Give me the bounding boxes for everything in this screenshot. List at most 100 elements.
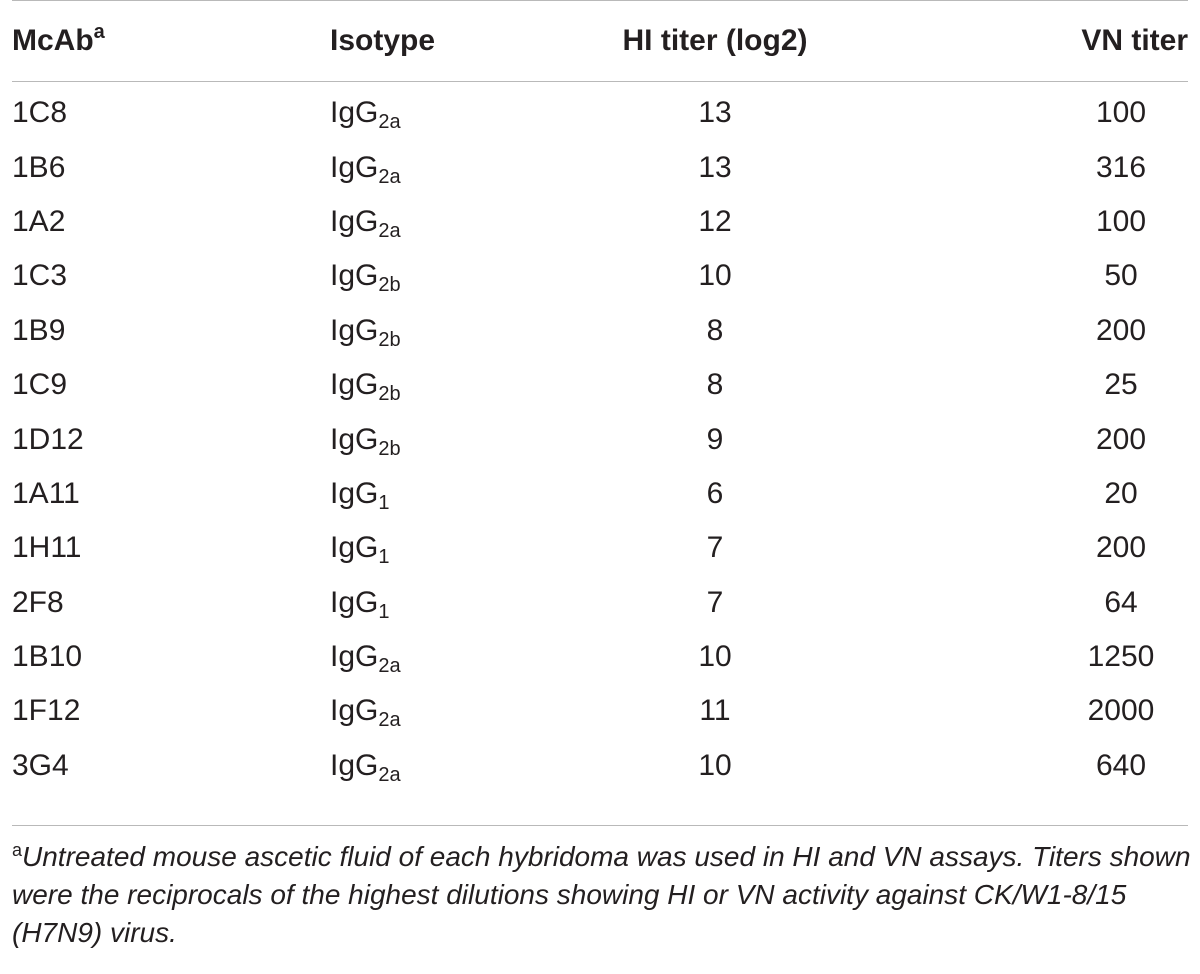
cell-mcab: 1B6 bbox=[12, 150, 66, 184]
table-footnote: aUntreated mouse ascetic fluid of each h… bbox=[12, 838, 1192, 952]
isotype-base: IgG bbox=[330, 313, 379, 347]
cell-mcab: 1B10 bbox=[12, 640, 83, 674]
header-mcab: McAba bbox=[12, 0, 330, 82]
cell-hi-titer: 13 bbox=[698, 96, 732, 130]
cell-isotype: IgG2a bbox=[330, 82, 556, 141]
cell-mcab: 3G4 bbox=[12, 748, 69, 782]
cell-mcab: 1A2 bbox=[12, 204, 66, 238]
cell-vn-titer: 2000 bbox=[1087, 694, 1155, 728]
cell-hi-titer: 9 bbox=[706, 422, 724, 456]
footnote-marker: a bbox=[12, 840, 23, 860]
isotype-base: IgG bbox=[330, 476, 379, 510]
isotype-base: IgG bbox=[330, 422, 379, 456]
cell-isotype: IgG1 bbox=[330, 576, 556, 630]
table-row: 3G4 IgG2a 10 640 bbox=[12, 739, 1188, 793]
cell-mcab: 1B9 bbox=[12, 313, 66, 347]
table-row: 1C3 IgG2b 10 50 bbox=[12, 249, 1188, 303]
cell-hi-titer: 7 bbox=[706, 531, 724, 565]
cell-vn-titer: 100 bbox=[1095, 96, 1147, 130]
cell-isotype: IgG2b bbox=[330, 412, 556, 466]
table-row: 1B10 IgG2a 10 1250 bbox=[12, 630, 1188, 684]
header-hi-titer: HI titer (log2) bbox=[556, 0, 874, 82]
cell-hi-titer: 12 bbox=[698, 204, 732, 238]
table-row: 1D12 IgG2b 9 200 bbox=[12, 412, 1188, 466]
table-row: 2F8 IgG1 7 64 bbox=[12, 576, 1188, 630]
cell-isotype: IgG2b bbox=[330, 358, 556, 412]
cell-vn-titer: 200 bbox=[1095, 422, 1147, 456]
isotype-base: IgG bbox=[330, 531, 379, 565]
isotype-subclass: 2a bbox=[378, 655, 401, 678]
isotype-subclass: 1 bbox=[378, 491, 390, 514]
cell-mcab: 1H11 bbox=[12, 531, 82, 565]
isotype-subclass: 2a bbox=[378, 219, 401, 242]
isotype-subclass: 2b bbox=[378, 328, 401, 351]
isotype-base: IgG bbox=[330, 694, 379, 728]
table-row: 1F12 IgG2a 11 2000 bbox=[12, 684, 1188, 738]
table-row: 1A11 IgG1 6 20 bbox=[12, 467, 1188, 521]
header-mcab-footnote-marker: a bbox=[93, 21, 105, 43]
isotype-subclass: 2b bbox=[378, 383, 401, 406]
isotype-subclass: 2a bbox=[378, 709, 401, 732]
isotype-base: IgG bbox=[330, 204, 379, 238]
cell-hi-titer: 13 bbox=[698, 150, 732, 184]
cell-isotype: IgG1 bbox=[330, 467, 556, 521]
isotype-base: IgG bbox=[330, 368, 379, 402]
table-row: 1C9 IgG2b 8 25 bbox=[12, 358, 1188, 412]
cell-mcab: 2F8 bbox=[12, 585, 64, 619]
cell-mcab: 1C3 bbox=[12, 259, 68, 293]
cell-hi-titer: 10 bbox=[698, 259, 732, 293]
cell-vn-titer: 100 bbox=[1095, 204, 1147, 238]
isotype-base: IgG bbox=[330, 585, 379, 619]
cell-vn-titer: 640 bbox=[1095, 748, 1147, 782]
isotype-base: IgG bbox=[330, 640, 379, 674]
cell-vn-titer: 200 bbox=[1095, 313, 1147, 347]
isotype-subclass: 2a bbox=[378, 111, 401, 134]
table-header-row: McAba Isotype HI titer (log2) VN titer bbox=[12, 0, 1188, 82]
cell-isotype: IgG2b bbox=[330, 304, 556, 358]
cell-vn-titer: 25 bbox=[1104, 368, 1138, 402]
header-vn-titer: VN titer bbox=[874, 0, 1188, 82]
cell-mcab: 1C9 bbox=[12, 368, 68, 402]
cell-hi-titer: 6 bbox=[706, 476, 724, 510]
cell-hi-titer: 11 bbox=[699, 694, 731, 728]
cell-vn-titer: 64 bbox=[1104, 585, 1138, 619]
cell-isotype: IgG1 bbox=[330, 521, 556, 575]
isotype-base: IgG bbox=[330, 96, 379, 130]
cell-isotype: IgG2a bbox=[330, 140, 556, 194]
isotype-subclass: 2a bbox=[378, 763, 401, 786]
cell-isotype: IgG2a bbox=[330, 739, 556, 793]
cell-vn-titer: 20 bbox=[1104, 476, 1138, 510]
titer-table-container: McAba Isotype HI titer (log2) VN titer 1… bbox=[12, 0, 1188, 793]
cell-isotype: IgG2b bbox=[330, 249, 556, 303]
cell-vn-titer: 50 bbox=[1104, 259, 1138, 293]
table-row: 1H11 IgG1 7 200 bbox=[12, 521, 1188, 575]
table-body: 1C8 IgG2a 13 100 1B6 IgG2a 13 316 1A2 IgG2a 12 100 1… bbox=[12, 82, 1188, 794]
isotype-base: IgG bbox=[330, 150, 379, 184]
cell-hi-titer: 8 bbox=[706, 368, 724, 402]
cell-mcab: 1F12 bbox=[12, 694, 81, 728]
cell-hi-titer: 7 bbox=[706, 585, 724, 619]
isotype-subclass: 2a bbox=[378, 165, 401, 188]
cell-mcab: 1A11 bbox=[12, 476, 80, 510]
cell-mcab: 1D12 bbox=[12, 422, 84, 456]
cell-isotype: IgG2a bbox=[330, 684, 556, 738]
isotype-subclass: 2b bbox=[378, 437, 401, 460]
isotype-subclass: 1 bbox=[378, 600, 390, 623]
cell-hi-titer: 10 bbox=[698, 748, 732, 782]
cell-vn-titer: 200 bbox=[1095, 531, 1147, 565]
cell-hi-titer: 10 bbox=[698, 640, 732, 674]
cell-isotype: IgG2a bbox=[330, 630, 556, 684]
header-isotype: Isotype bbox=[330, 0, 556, 82]
table-bottom-rule bbox=[12, 825, 1188, 826]
table-row: 1B9 IgG2b 8 200 bbox=[12, 304, 1188, 358]
cell-vn-titer: 316 bbox=[1095, 150, 1147, 184]
cell-isotype: IgG2a bbox=[330, 195, 556, 249]
table-row: 1B6 IgG2a 13 316 bbox=[12, 140, 1188, 194]
isotype-base: IgG bbox=[330, 748, 379, 782]
table-row: 1A2 IgG2a 12 100 bbox=[12, 195, 1188, 249]
cell-vn-titer: 1250 bbox=[1087, 640, 1155, 674]
isotype-subclass: 1 bbox=[378, 546, 390, 569]
isotype-base: IgG bbox=[330, 259, 379, 293]
mcab-titer-table: McAba Isotype HI titer (log2) VN titer 1… bbox=[12, 0, 1188, 793]
isotype-subclass: 2b bbox=[378, 274, 401, 297]
